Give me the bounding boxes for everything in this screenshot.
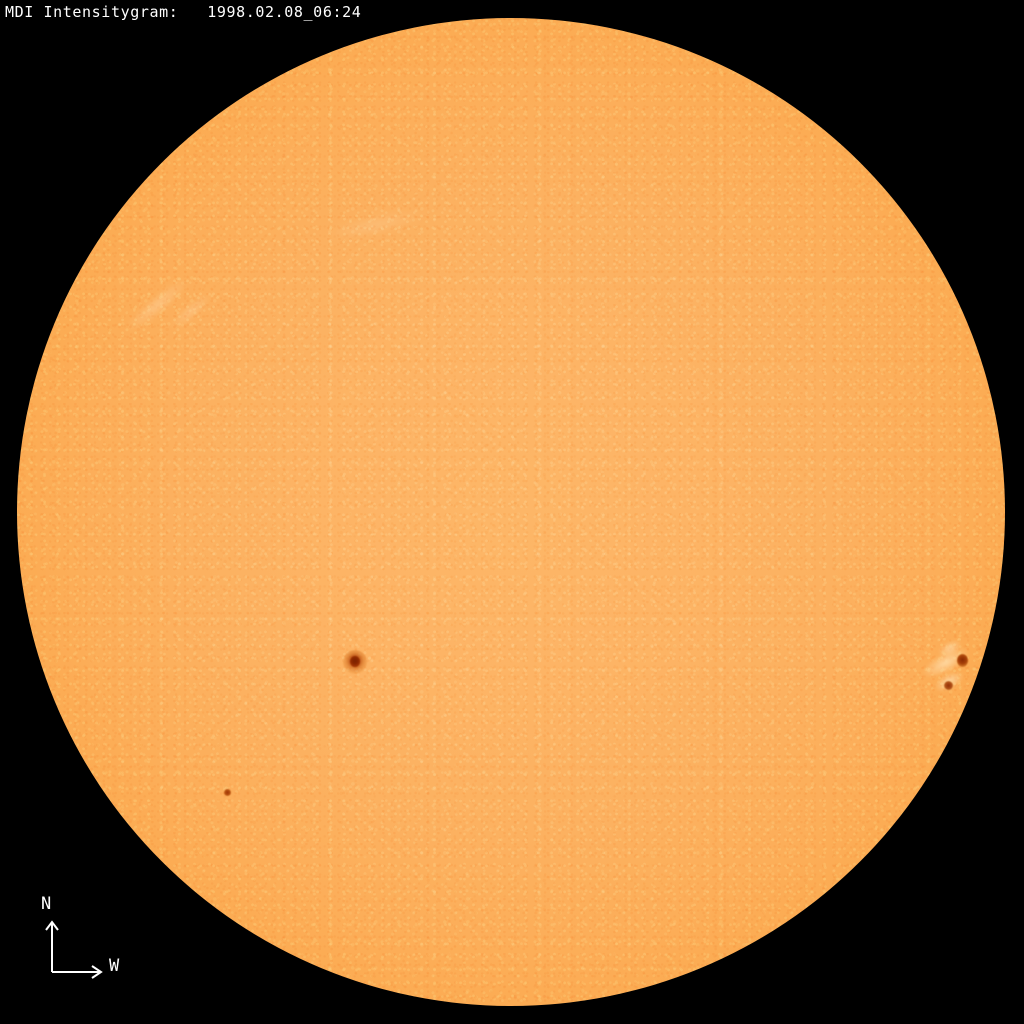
image-header-text: MDI Intensitygram: 1998.02.08_06:24 [5, 3, 362, 21]
compass-rose: N W [28, 890, 148, 990]
compass-label-west: W [109, 956, 120, 976]
compass-axes-icon [45, 920, 103, 979]
solar-disk [17, 18, 1005, 1006]
compass-label-north: N [41, 894, 52, 914]
